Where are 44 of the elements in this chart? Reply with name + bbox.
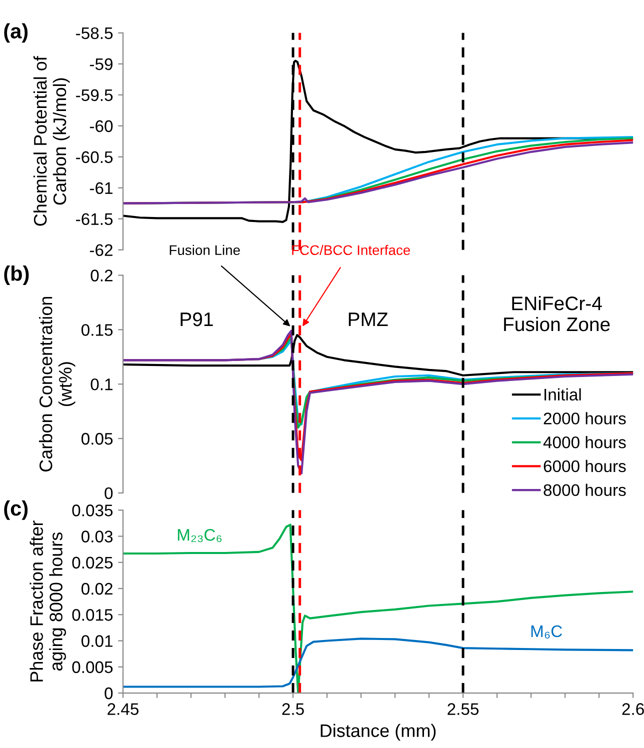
y-tick-label: -59.5 [76,89,113,102]
y-tick-label: 0.015 [72,609,113,621]
x-tick-label: 2.6 [622,703,644,715]
y-tick-label: 0.05 [82,432,113,445]
y-tick-label: 0.2 [90,270,112,282]
series-label: M₆C [531,625,562,639]
y-tick-label: 0.15 [82,324,113,336]
y-tick-label: 0.025 [72,556,113,569]
y-tick-label: -60.5 [76,151,113,164]
y-tick-label: 0 [104,487,113,500]
legend-label: 8000 hours [544,484,626,496]
chart-title: (c) [4,500,28,520]
x-tick-label: 2.45 [108,703,139,715]
y-tick-label: -62 [90,244,112,256]
y-tick-label: 0.02 [82,582,112,595]
y-tick-label: -58.5 [76,27,113,40]
legend-label: 6000 hours [544,460,626,472]
series-label: M₂₃C₆ [178,528,222,542]
y-axis-title: Carbon Concentration (wt%) [39,296,76,472]
y-tick-label: -61 [90,182,112,194]
y-tick-label: 0.03 [82,530,113,542]
x-tick-label: 2.5 [282,703,304,715]
annotation: P91 [180,312,213,326]
chart-title: (a) [4,23,28,43]
legend-label: 4000 hours [543,436,626,448]
legend-label: 2000 hours [544,412,626,424]
annotation: ENiFeCr-4 Fusion Zone [504,296,610,332]
y-axis-title: Chemical Potential of Carbon (kJ/mol) [33,56,70,226]
ref-line-label: Fusion Line [170,244,240,256]
y-tick-label: 0.1 [90,378,112,390]
chart-title: (b) [4,266,29,285]
x-tick-label: 2.55 [448,703,479,715]
ref-line-label: FCC/BCC Interface [292,244,410,256]
legend-label: Initial [544,388,581,401]
y-tick-label: 0.005 [72,661,113,674]
y-tick-label: 0.035 [72,504,113,516]
y-tick-label: 0 [104,687,113,700]
y-tick-label: -61.5 [76,213,113,226]
y-tick-label: -60 [90,120,113,132]
y-axis-title: Phase Fraction after aging 8000 hours [30,520,66,682]
x-axis-title: Distance (mm) [320,724,436,741]
y-tick-label: 0.01 [82,635,112,647]
y-tick-label: -59 [90,58,112,70]
annotation: PMZ [348,312,388,326]
